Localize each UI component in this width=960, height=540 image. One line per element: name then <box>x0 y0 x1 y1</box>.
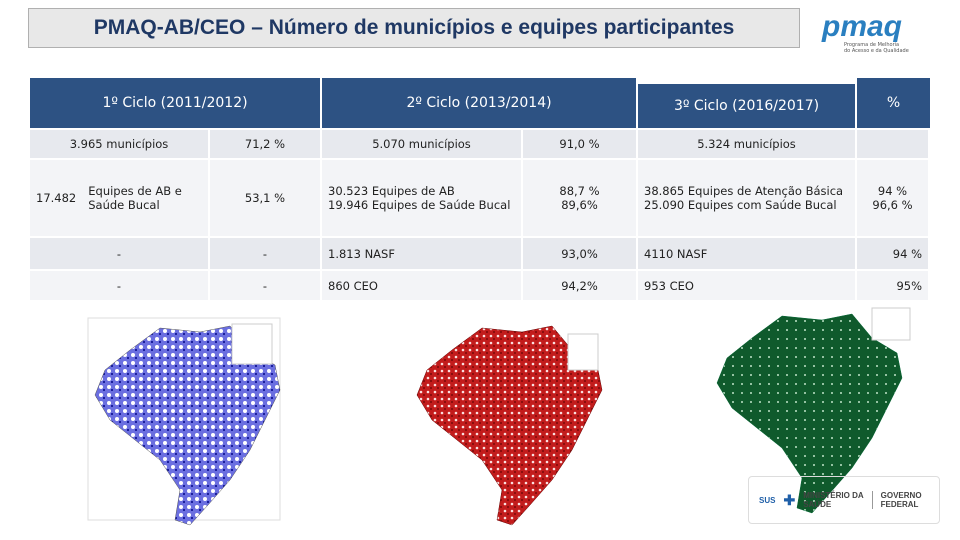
title: PMAQ-AB/CEO – Número de municípios e equ… <box>28 8 800 48</box>
cell: 5.070 municípios <box>322 130 523 160</box>
cell-text: 17.482 <box>36 191 77 205</box>
government-line: GOVERNO <box>880 491 922 500</box>
cell-line: 89,6% <box>561 198 598 212</box>
cell-line: 88,7 % <box>559 184 600 198</box>
logo-text: pmaq <box>822 10 903 43</box>
cell: - <box>30 271 210 302</box>
government-line: FEDERAL <box>880 500 919 509</box>
cell: 1.813 NASF <box>322 238 523 271</box>
cell: 30.523 Equipes de AB 19.946 Equipes de Sa… <box>322 160 523 238</box>
cell: 94 % 96,6 % <box>857 160 930 238</box>
cell-line: 25.090 Equipes com Saúde Bucal <box>644 198 837 212</box>
cell-text: Equipes de AB e Saúde Bucal <box>88 184 182 212</box>
logo-line: Programa de Melhoria <box>844 42 900 48</box>
ministry-line: SAÚDE <box>803 500 832 509</box>
cell-line: 96,6 % <box>872 198 913 212</box>
logo-line: do Acesso e da Qualidade <box>844 48 909 54</box>
cell: 17.482 Equipes de AB e Saúde Bucal <box>30 160 210 238</box>
header-cell: % <box>857 78 930 128</box>
header-cell: 3º Ciclo (2016/2017) <box>638 84 857 128</box>
cell: 91,0 % <box>523 130 638 160</box>
cell: 860 CEO <box>322 271 523 302</box>
header-cell: 1º Ciclo (2011/2012) <box>30 78 322 128</box>
cross-icon: ✚ <box>783 491 796 508</box>
cell: 94 % <box>857 238 930 271</box>
cell-line: 30.523 Equipes de AB <box>328 184 455 198</box>
cell: 4110 NASF <box>638 238 857 271</box>
maps <box>87 307 911 526</box>
cell: 95% <box>857 271 930 302</box>
cell: 88,7 % 89,6% <box>523 160 638 238</box>
cell: 3.965 municípios <box>30 130 210 160</box>
cell: 38.865 Equipes de Atenção Básica 25.090 E… <box>638 160 857 238</box>
logo: pmaq Programa de Melhoria do Acesso e da … <box>822 12 942 60</box>
government-logo: GOVERNO FEDERAL <box>871 491 922 509</box>
header-cell: 2º Ciclo (2013/2014) <box>322 78 638 128</box>
ministry-logo: MINISTÉRIO DA SAÚDE <box>803 491 863 509</box>
map-legend <box>231 323 273 365</box>
cell: 953 CEO <box>638 271 857 302</box>
cell-line: 19.946 Equipes de Saúde Bucal <box>328 198 511 212</box>
map-legend <box>871 307 911 341</box>
cell: 71,2 % <box>210 130 322 160</box>
cell: 53,1 % <box>210 160 322 238</box>
cell: - <box>210 238 322 271</box>
cell: 93,0% <box>523 238 638 271</box>
cell: - <box>210 271 322 302</box>
cell-line: 94 % <box>877 184 908 198</box>
logo-subtitle: Programa de Melhoria do Acesso e da Quali… <box>844 42 942 54</box>
cell: 5.324 municípios <box>638 130 857 160</box>
cell-line: 38.865 Equipes de Atenção Básica <box>644 184 844 198</box>
cell <box>857 130 930 160</box>
footer-logos: SUS ✚ MINISTÉRIO DA SAÚDE GOVERNO FEDERAL <box>748 476 940 524</box>
map-legend <box>567 333 599 371</box>
ministry-line: MINISTÉRIO DA <box>803 491 864 500</box>
cell: 94,2% <box>523 271 638 302</box>
cell: - <box>30 238 210 271</box>
sus-logo: SUS <box>759 495 776 505</box>
